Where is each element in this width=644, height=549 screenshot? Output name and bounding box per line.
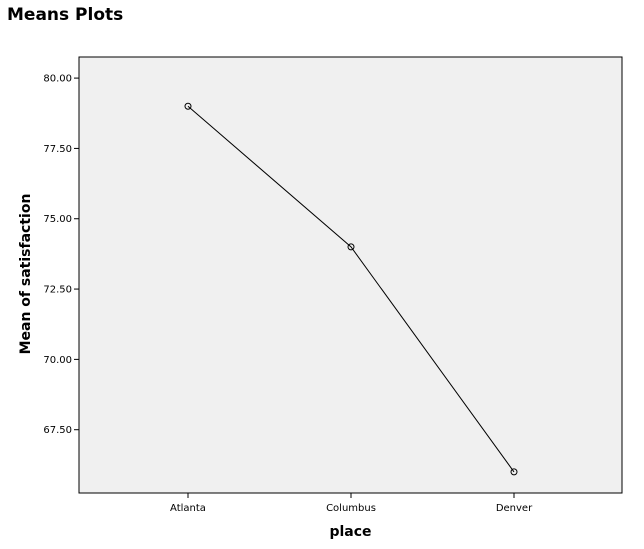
data-point — [347, 243, 355, 251]
series-layer — [184, 102, 518, 476]
x-tick-label: Denver — [496, 503, 533, 514]
page-title: Means Plots — [7, 5, 124, 25]
y-tick-label: 75.00 — [43, 214, 72, 225]
data-point — [510, 468, 518, 476]
y-tick-label: 72.50 — [43, 285, 72, 296]
y-axis-ticks: 67.50 70.00 72.50 75.00 77.50 80.00 — [43, 74, 79, 436]
x-axis-title: place — [329, 524, 371, 540]
y-tick-label: 70.00 — [43, 355, 72, 366]
data-point — [184, 102, 192, 110]
x-tick-label: Columbus — [326, 503, 376, 514]
x-axis-ticks: Atlanta Columbus Denver — [170, 493, 533, 514]
series-line — [187, 105, 515, 473]
x-tick-label: Atlanta — [170, 503, 206, 514]
y-tick-label: 80.00 — [43, 74, 72, 85]
y-tick-label: 67.50 — [43, 425, 72, 436]
y-tick-label: 77.50 — [43, 144, 72, 155]
plot-area — [78, 56, 623, 494]
y-axis-title: Mean of satisfaction — [18, 194, 34, 355]
